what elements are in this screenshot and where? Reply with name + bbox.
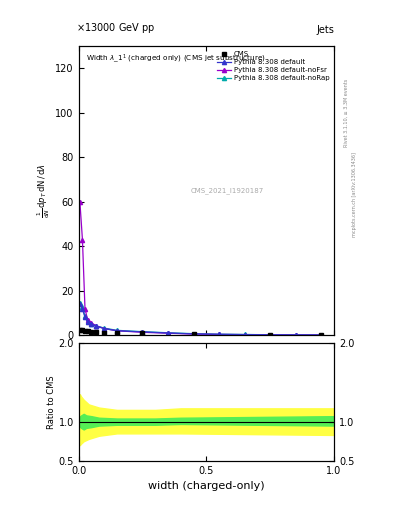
Legend: CMS, Pythia 8.308 default, Pythia 8.308 default-noFsr, Pythia 8.308 default-noRa: CMS, Pythia 8.308 default, Pythia 8.308 …: [215, 50, 331, 82]
Text: Jets: Jets: [316, 25, 334, 34]
X-axis label: width (charged-only): width (charged-only): [148, 481, 264, 491]
Text: Rivet 3.1.10, ≥ 3.3M events: Rivet 3.1.10, ≥ 3.3M events: [344, 78, 349, 147]
Y-axis label: Ratio to CMS: Ratio to CMS: [47, 375, 55, 429]
Text: $\times$13000 GeV pp: $\times$13000 GeV pp: [76, 20, 156, 34]
Y-axis label: $\frac{1}{\mathrm{d}N}\,\mathrm{d}p_T\,\mathrm{dN}\,/\,\mathrm{d}\lambda$: $\frac{1}{\mathrm{d}N}\,\mathrm{d}p_T\,\…: [36, 163, 52, 218]
Text: Width $\lambda\_1^1$ (charged only) (CMS jet substructure): Width $\lambda\_1^1$ (charged only) (CMS…: [86, 52, 266, 65]
Text: CMS_2021_I1920187: CMS_2021_I1920187: [190, 187, 263, 194]
Text: mcplots.cern.ch [arXiv:1306.3436]: mcplots.cern.ch [arXiv:1306.3436]: [352, 152, 357, 237]
